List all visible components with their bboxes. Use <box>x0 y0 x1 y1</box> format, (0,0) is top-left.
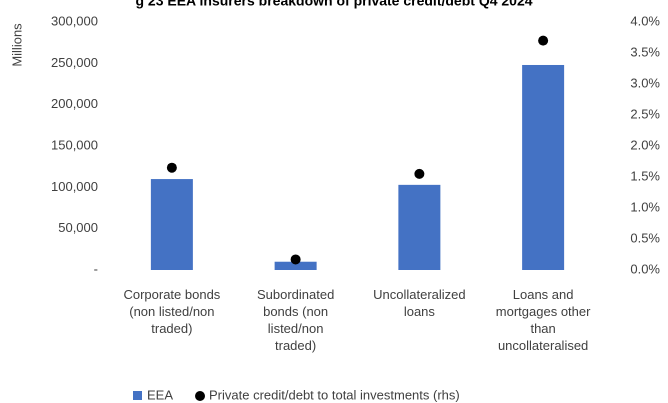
legend-label: EEA <box>147 387 173 402</box>
legend-marker <box>133 391 142 400</box>
dot <box>414 168 425 179</box>
y2-tick-label: 2.5% <box>630 106 660 121</box>
y-axis-label: Millions <box>9 23 24 67</box>
legend-marker <box>195 391 206 401</box>
bar <box>150 179 193 270</box>
y2-tick-label: 3.0% <box>630 75 660 90</box>
y-tick-label: - <box>94 261 98 276</box>
y-tick-label: 100,000 <box>51 179 98 194</box>
dot <box>290 254 301 265</box>
bar <box>398 184 441 270</box>
chart-title: g 23 EEA insurers breakdown of private c… <box>135 0 532 9</box>
y2-tick-label: 0.0% <box>630 261 660 276</box>
y2-tick-label: 4.0% <box>630 13 660 28</box>
x-tick-label: Subordinated bonds (non listed/non trade… <box>256 287 335 353</box>
y2-tick-label: 2.0% <box>630 137 660 152</box>
y2-tick-label: 1.0% <box>630 199 660 214</box>
y2-tick-label: 1.5% <box>630 168 660 183</box>
legend-label: Private credit/debt to total investments… <box>209 387 460 402</box>
y-tick-label: 200,000 <box>51 96 98 111</box>
dot <box>538 35 549 46</box>
x-tick-label: Corporate bonds (non listed/non traded) <box>123 287 221 336</box>
x-tick-label: Loans and mortgages other than uncollate… <box>495 287 591 353</box>
y-tick-label: 150,000 <box>51 137 98 152</box>
y-tick-label: 300,000 <box>51 13 98 28</box>
bar <box>274 261 317 270</box>
x-tick-label: Uncollateralized loans <box>373 287 466 319</box>
bar <box>522 64 565 270</box>
y2-tick-label: 3.5% <box>630 44 660 59</box>
y-tick-label: 50,000 <box>58 220 98 235</box>
y2-tick-label: 0.5% <box>630 230 660 245</box>
y-tick-label: 250,000 <box>51 55 98 70</box>
dot <box>166 162 177 173</box>
